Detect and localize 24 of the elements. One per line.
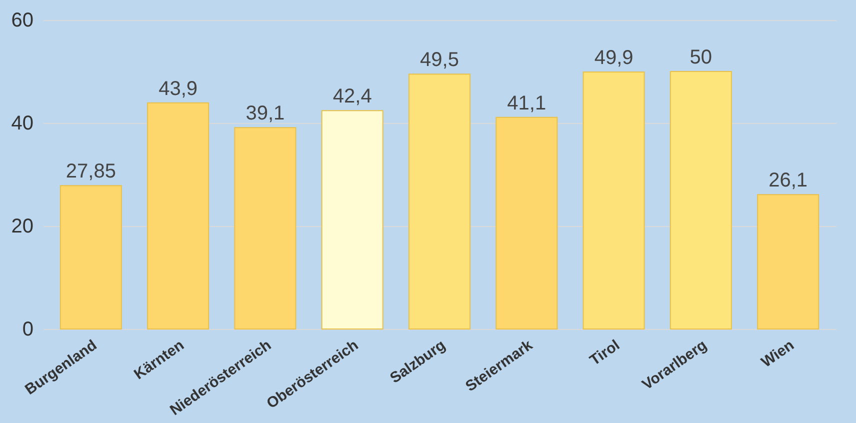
bar bbox=[321, 110, 384, 330]
data-label: 39,1 bbox=[246, 102, 285, 125]
x-tick-label: Tirol bbox=[586, 336, 623, 370]
bar bbox=[234, 127, 296, 330]
data-label: 43,9 bbox=[158, 78, 198, 100]
bar bbox=[757, 194, 820, 330]
y-tick-label: 0 bbox=[22, 318, 34, 340]
data-label: 49,5 bbox=[420, 49, 459, 72]
y-tick-label: 40 bbox=[11, 112, 34, 134]
bar bbox=[496, 116, 558, 330]
bar bbox=[60, 185, 122, 330]
bar bbox=[147, 102, 210, 330]
data-label: 41,1 bbox=[507, 92, 546, 114]
bar bbox=[582, 72, 645, 330]
data-label: 42,4 bbox=[332, 86, 372, 108]
bar bbox=[670, 71, 732, 330]
data-label: 50 bbox=[690, 46, 712, 68]
data-label: 27,85 bbox=[66, 160, 116, 183]
y-tick-label: 20 bbox=[11, 216, 34, 238]
bar bbox=[408, 74, 470, 330]
y-tick-label: 60 bbox=[11, 10, 34, 32]
x-tick-label: Wien bbox=[758, 336, 798, 372]
data-label: 26,1 bbox=[768, 170, 808, 192]
data-label: 49,9 bbox=[594, 47, 634, 70]
